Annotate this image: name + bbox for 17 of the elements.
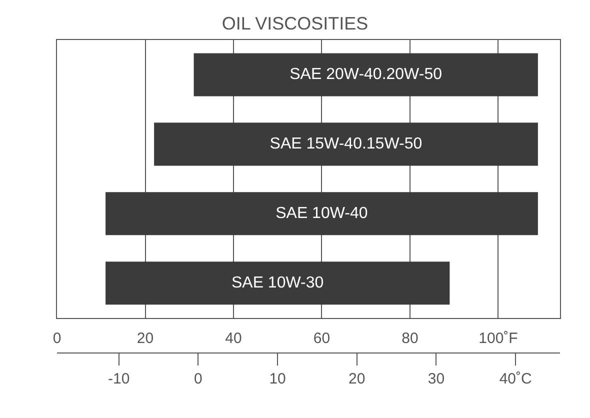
y-tick-label: SAE 20W-40.20W-50 xyxy=(290,66,442,84)
x-tick-label: 20 xyxy=(136,330,154,347)
x-tick-label: 100˚F xyxy=(478,330,518,347)
y-tick-label: SAE 15W-40.15W-50 xyxy=(270,136,422,153)
chart-title: OIL VISCOSITIES xyxy=(222,13,368,34)
y-tick-label: SAE 10W-30 xyxy=(231,274,324,292)
x-tick-label: 60 xyxy=(313,330,330,347)
x2-tick-label: 30 xyxy=(428,370,445,388)
x2-tick-label: 20 xyxy=(348,370,366,388)
x2-tick-label: 10 xyxy=(269,370,286,388)
x2-tick-label: -10 xyxy=(108,370,130,388)
x2-tick-label: 40˚C xyxy=(499,370,532,388)
x-tick-label: 40 xyxy=(225,330,242,347)
y-tick-label: SAE 10W-40 xyxy=(276,205,368,222)
x-tick-label: 0 xyxy=(52,330,62,347)
x2-tick-label: 0 xyxy=(194,370,202,388)
x-tick-label: 80 xyxy=(402,330,418,347)
